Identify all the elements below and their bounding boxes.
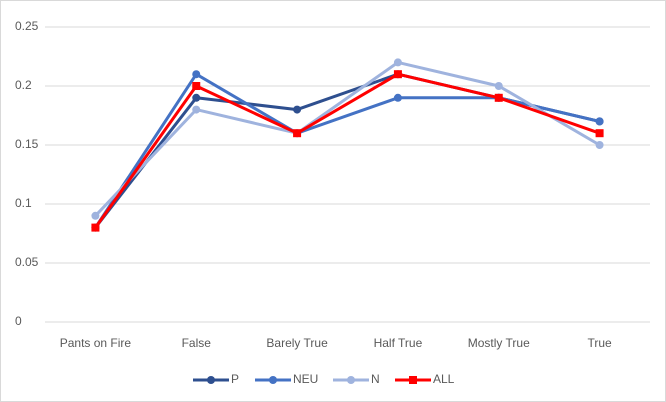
x-tick-label: Mostly True xyxy=(468,336,530,350)
y-tick-label: 0 xyxy=(15,314,22,328)
data-point xyxy=(91,223,100,232)
y-tick-label: 0.05 xyxy=(15,255,39,269)
data-point xyxy=(393,93,402,102)
legend-marker xyxy=(409,376,417,384)
data-point xyxy=(91,211,100,220)
y-tick-label: 0.25 xyxy=(15,19,39,33)
x-tick-label: True xyxy=(587,336,612,350)
data-point xyxy=(494,82,503,90)
data-point xyxy=(192,82,201,90)
series-line xyxy=(94,72,601,229)
data-point xyxy=(595,117,604,126)
y-tick-label: 0.1 xyxy=(15,196,32,210)
data-point xyxy=(293,105,302,114)
data-point xyxy=(192,93,201,102)
series-line xyxy=(94,72,600,229)
legend-marker xyxy=(207,376,215,384)
y-tick-label: 0.2 xyxy=(15,78,32,92)
legend-label: ALL xyxy=(433,372,455,386)
legend-label: N xyxy=(371,372,380,386)
x-tick-label: Pants on Fire xyxy=(60,336,132,350)
y-tick-label: 0.15 xyxy=(15,137,39,151)
series-line xyxy=(94,60,601,217)
legend-label: P xyxy=(231,372,239,386)
legend-label: NEU xyxy=(293,372,318,386)
data-point xyxy=(595,141,604,149)
x-tick-label: Barely True xyxy=(266,336,328,350)
legend-marker xyxy=(269,376,277,384)
x-tick-label: False xyxy=(182,336,212,350)
data-point xyxy=(393,70,402,79)
data-point xyxy=(293,129,302,138)
data-point xyxy=(494,93,503,102)
data-point xyxy=(192,70,201,79)
x-tick-label: Half True xyxy=(374,336,423,350)
legend-marker xyxy=(347,376,355,384)
data-point xyxy=(595,129,604,138)
data-point xyxy=(393,58,402,67)
data-point xyxy=(192,105,201,114)
